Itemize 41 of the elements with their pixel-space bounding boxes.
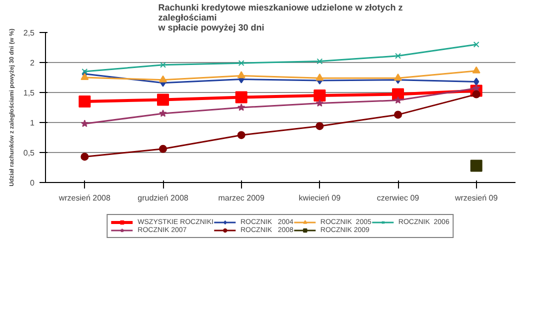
point — [395, 52, 401, 59]
y-tick-label: 0,5 — [23, 148, 36, 158]
x-tick-label: wrzesień 2008 — [58, 194, 112, 202]
point — [473, 42, 480, 48]
point — [78, 96, 91, 108]
x-tick-label: marzec 2009 — [218, 194, 266, 202]
point — [235, 91, 248, 104]
point — [160, 62, 166, 68]
y-tick-label: 1 — [30, 118, 36, 128]
point — [159, 75, 167, 82]
y-tick-label: 1,5 — [23, 88, 36, 98]
point — [80, 120, 88, 128]
point — [314, 90, 326, 102]
point — [237, 131, 246, 140]
chart-title: Rachunki kredytowe mieszkaniowe udzielone w złotych z zaległościami w spłacie powyżej 30 dni — [157, 2, 404, 32]
point — [80, 152, 89, 161]
x-tick-label: kwiecień 09 — [298, 194, 342, 202]
point — [82, 68, 88, 74]
point — [470, 160, 482, 172]
point — [472, 66, 480, 74]
point — [80, 72, 89, 80]
point — [316, 74, 324, 81]
point — [316, 122, 324, 130]
y-tick-label: 2 — [30, 58, 36, 68]
y-tick-label: 0 — [30, 178, 36, 188]
point — [238, 60, 244, 66]
point — [474, 78, 480, 86]
point — [159, 110, 167, 117]
x-tick-label: grudzień 2008 — [138, 194, 189, 202]
y-tick-label: 2,5 — [23, 28, 36, 38]
x-tick-label: wrzesień 09 — [454, 194, 498, 202]
point — [238, 104, 246, 111]
point — [316, 99, 324, 107]
point — [159, 144, 167, 153]
point — [394, 110, 402, 119]
point — [157, 94, 169, 106]
point — [394, 74, 402, 81]
point — [237, 71, 246, 78]
point — [316, 58, 323, 64]
point — [394, 96, 402, 104]
x-tick-label: czerwiec 09 — [376, 194, 420, 202]
